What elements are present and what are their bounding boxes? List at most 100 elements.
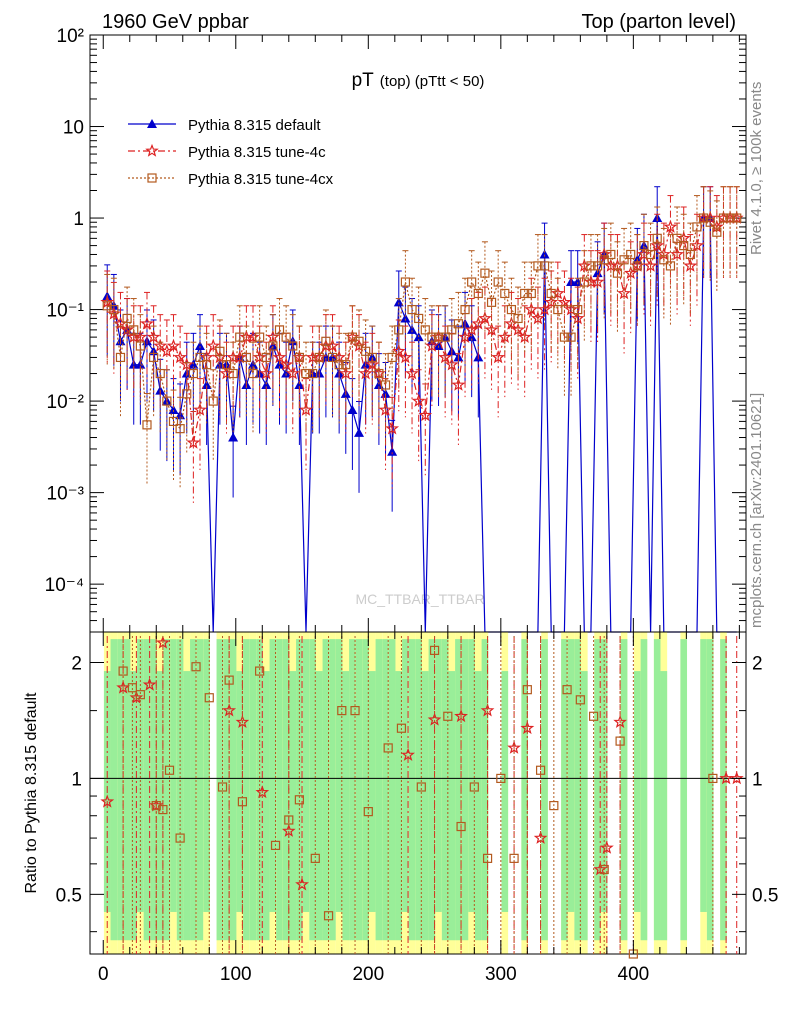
data-point (202, 360, 212, 370)
x-tick-label: 100 (220, 964, 252, 985)
header-left: 1960 GeV ppbar (102, 11, 249, 33)
band-stat (640, 639, 648, 941)
ratio-y-axis-label: Ratio to Pythia 8.315 default (23, 692, 40, 894)
ratio-series (118, 636, 718, 959)
data-point (122, 313, 132, 324)
band-stat (521, 639, 528, 941)
band-stat (541, 639, 548, 941)
data-point (606, 249, 616, 260)
data-point (188, 368, 198, 379)
band-stat (415, 639, 422, 941)
data-point (393, 297, 404, 307)
data-point (361, 346, 371, 356)
data-point (199, 350, 214, 364)
band-stat (567, 639, 575, 912)
data-point (573, 304, 583, 315)
data-point (327, 352, 338, 363)
ratio-y-tick-label: 1 (71, 769, 82, 790)
data-point (418, 408, 433, 422)
data-point (168, 404, 179, 414)
data-point (531, 311, 545, 325)
band-stat (680, 639, 688, 941)
data-point (354, 427, 365, 437)
band-stat (243, 639, 250, 941)
data-point (208, 396, 218, 406)
data-point (281, 332, 291, 342)
ratio-point (599, 864, 609, 875)
band-stat (110, 639, 118, 941)
x-tick-label: 0 (98, 964, 109, 985)
ratio-point (719, 771, 734, 785)
data-point (261, 352, 271, 363)
main-y-tick-label: 10⁻² (47, 392, 85, 413)
data-point (433, 332, 444, 342)
data-point (219, 366, 234, 380)
ratio-point (135, 690, 145, 700)
ratio-point (270, 840, 281, 850)
data-point (665, 261, 676, 271)
data-point (679, 240, 689, 251)
ratio-point (142, 677, 157, 691)
data-point (427, 332, 437, 342)
data-point (274, 325, 285, 335)
ratio-point (456, 821, 466, 832)
data-point (255, 332, 265, 342)
ratio-point (562, 685, 572, 695)
data-point (652, 233, 662, 243)
data-point (676, 231, 691, 245)
ratio-point (416, 782, 426, 792)
data-point (193, 402, 207, 416)
band-stat (183, 671, 191, 941)
data-point (358, 366, 373, 380)
data-point (493, 277, 503, 287)
data-point (526, 288, 536, 299)
data-point (394, 325, 404, 335)
data-point (718, 213, 729, 223)
data-point (645, 249, 656, 260)
band-stat (229, 639, 237, 941)
series-pythia-8-315-tune-4cx (102, 186, 742, 489)
series-line (106, 217, 737, 633)
band-stat (309, 639, 316, 941)
ratio-point (507, 740, 521, 754)
band-stat (362, 639, 369, 941)
ratio-point (520, 720, 535, 735)
data-point (637, 247, 651, 261)
band-stat (203, 639, 210, 912)
band-stat (276, 639, 283, 941)
ratio-point (588, 711, 599, 721)
band-stat (335, 639, 343, 912)
band-stat (137, 639, 144, 912)
data-point (201, 379, 212, 389)
data-point (692, 222, 702, 232)
ratio-point (158, 804, 168, 815)
ratio-point (350, 706, 360, 716)
ratio-point (729, 771, 744, 785)
data-point (334, 360, 344, 370)
data-point (407, 324, 418, 334)
band-stat (329, 639, 336, 941)
data-point (491, 350, 506, 364)
data-point (385, 421, 400, 435)
legend-entry: Pythia 8.315 tune-4c (188, 144, 326, 161)
data-point (447, 325, 457, 335)
band-stat (402, 639, 409, 912)
band-stat (349, 639, 356, 941)
legend-marker (147, 119, 157, 128)
data-point (140, 316, 154, 330)
data-point (162, 396, 172, 406)
data-point (639, 240, 649, 251)
ratio-point (255, 666, 265, 676)
ratio-y-tick-label-right: 1 (752, 769, 763, 790)
ratio-point (575, 695, 585, 705)
band-stat (706, 639, 714, 941)
ratio-point (310, 853, 320, 863)
band-stat (435, 639, 442, 912)
data-point (267, 340, 278, 350)
band-stat (561, 639, 568, 941)
data-point (566, 332, 576, 342)
data-point (166, 338, 181, 352)
data-point (617, 286, 631, 300)
data-point (619, 255, 629, 265)
data-point (168, 416, 179, 427)
